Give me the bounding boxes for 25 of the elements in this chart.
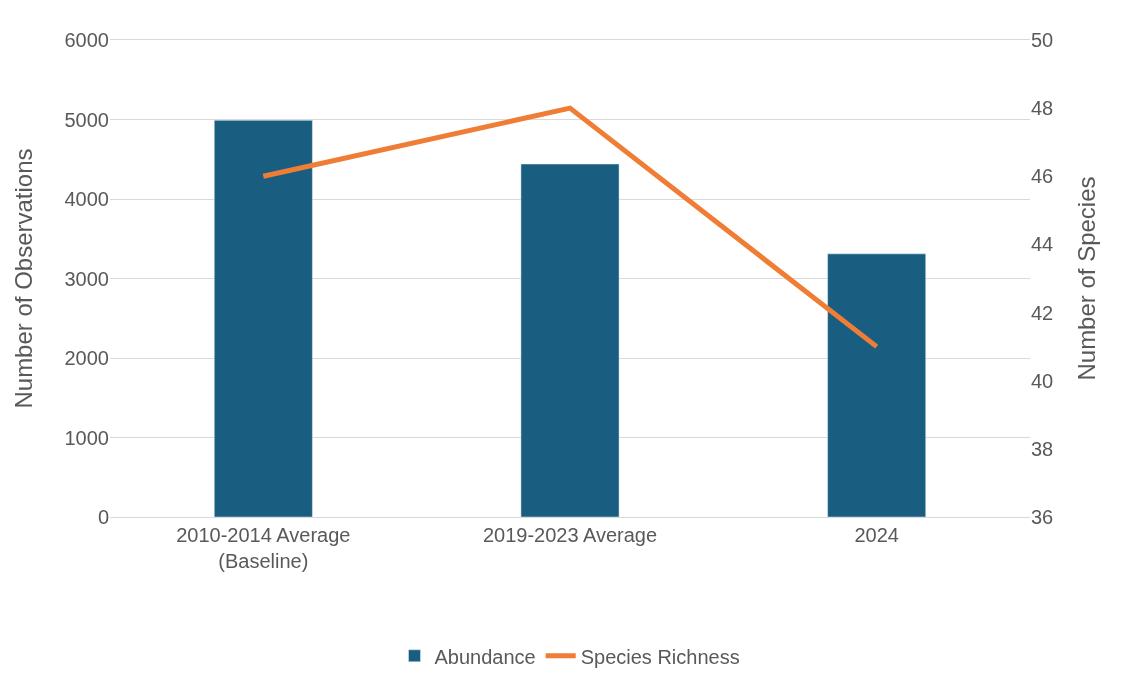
bar (214, 120, 313, 517)
y-tick-label: 6000 (64, 29, 109, 51)
legend-label: Abundance (434, 645, 536, 668)
y-tick-label: 1000 (64, 426, 109, 449)
y-tick-label: 4000 (64, 188, 109, 210)
y2-tick-label: 36 (1031, 506, 1054, 528)
y2-tick-label: 40 (1031, 369, 1054, 392)
y2-tick-label: 46 (1031, 165, 1054, 188)
legend-label: Species Richness (580, 645, 740, 668)
bar (520, 163, 620, 517)
y2-tick-label: 38 (1031, 437, 1054, 460)
y-tick-label: 0 (97, 506, 109, 528)
x-tick-label: 2010-2014 Average (Baseline) (176, 524, 351, 572)
y-tick-label: 2000 (64, 347, 109, 369)
bar (827, 253, 926, 517)
y-axis-title: Number of Observations (9, 148, 37, 409)
y2-axis-title: Number of Species (1072, 176, 1100, 381)
y-tick-label: 3000 (64, 267, 109, 290)
y2-tick-label: 42 (1031, 301, 1054, 324)
x-tick-label: 2024 (854, 524, 899, 546)
y2-tick-label: 50 (1031, 29, 1054, 51)
y2-tick-label: 44 (1031, 233, 1054, 256)
x-tick-label: 2019-2023 Average (482, 524, 658, 546)
y2-tick-label: 48 (1031, 97, 1054, 120)
y-tick-label: 5000 (64, 108, 109, 131)
